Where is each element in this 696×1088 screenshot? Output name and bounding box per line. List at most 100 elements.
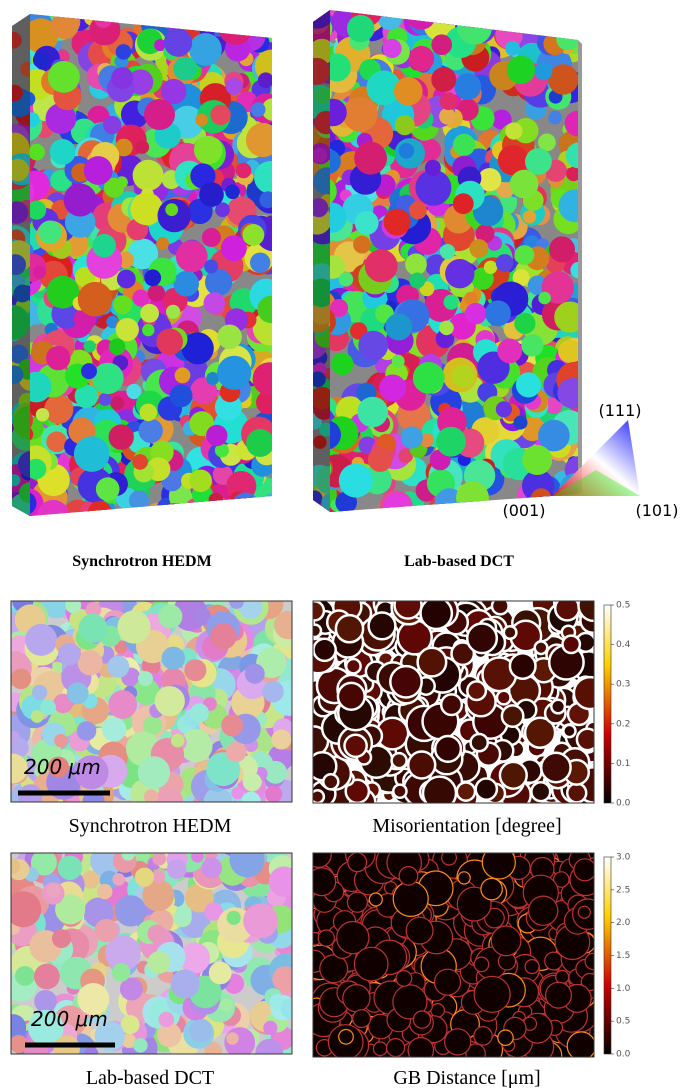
grain	[406, 917, 433, 944]
grain	[436, 427, 466, 457]
ipf-label: (101)	[635, 501, 678, 520]
grain	[567, 783, 586, 802]
grain	[476, 779, 497, 800]
grain	[272, 966, 298, 992]
grain	[243, 224, 265, 246]
grain	[393, 785, 406, 798]
colorbar	[604, 605, 611, 803]
grain	[469, 239, 488, 258]
grain	[408, 1038, 433, 1063]
grain	[199, 182, 224, 207]
grain	[52, 929, 71, 948]
grain	[485, 505, 500, 520]
grain	[122, 848, 135, 861]
grain	[557, 378, 588, 409]
grain	[253, 362, 286, 395]
grain	[189, 1019, 212, 1042]
grain	[221, 235, 247, 261]
grain	[320, 955, 348, 983]
grain	[377, 5, 402, 30]
grain	[369, 613, 396, 640]
colorbar-tick-label: 0.2	[616, 719, 630, 729]
grain	[109, 338, 126, 355]
grain	[358, 331, 388, 361]
grain	[152, 852, 166, 866]
grain	[314, 639, 336, 661]
grain	[435, 736, 461, 762]
grain	[28, 144, 45, 161]
grain	[524, 7, 546, 29]
grain	[209, 962, 232, 985]
grain	[318, 930, 334, 946]
grain	[574, 859, 596, 881]
grain	[336, 615, 363, 642]
grain	[409, 201, 427, 219]
grain	[225, 185, 240, 200]
grain	[418, 648, 447, 677]
grain	[510, 170, 539, 199]
grain	[64, 184, 97, 217]
grain	[167, 859, 187, 879]
grain	[401, 426, 423, 448]
box-side-shade	[313, 10, 330, 512]
grain	[396, 971, 412, 987]
grain	[399, 143, 415, 159]
grain	[180, 7, 195, 22]
grain	[379, 375, 406, 402]
grain	[239, 595, 263, 619]
grain	[74, 436, 110, 472]
grain	[394, 77, 423, 106]
panel-title: Synchrotron HEDM	[72, 553, 211, 570]
grain	[387, 1039, 405, 1057]
grain	[243, 773, 262, 792]
grain	[36, 408, 49, 421]
grain	[457, 10, 492, 45]
grain	[354, 947, 388, 981]
grain	[548, 7, 561, 20]
grain-map	[299, 0, 594, 527]
grain	[497, 339, 522, 364]
grain	[139, 419, 163, 443]
grain	[406, 0, 435, 29]
grain	[117, 270, 136, 289]
grain	[409, 46, 434, 71]
grain	[343, 97, 378, 132]
grain	[46, 431, 67, 452]
grain	[348, 853, 367, 872]
grain	[58, 643, 81, 666]
grain	[176, 241, 208, 273]
grain	[135, 868, 154, 887]
grain	[109, 424, 134, 449]
grain	[33, 266, 46, 279]
grain	[182, 0, 212, 30]
grain	[510, 653, 536, 679]
grain	[65, 597, 81, 613]
grain	[165, 203, 178, 216]
grain	[444, 295, 459, 310]
grain	[112, 873, 125, 886]
grain	[263, 494, 281, 512]
grain	[546, 982, 572, 1008]
grain	[10, 1035, 28, 1053]
grain	[445, 1029, 471, 1055]
grain	[243, 904, 278, 939]
grain	[173, 271, 199, 297]
grain	[485, 300, 511, 326]
grain	[219, 998, 233, 1012]
grain	[474, 976, 510, 1012]
grain	[92, 234, 116, 258]
grain	[365, 249, 398, 282]
grain	[202, 228, 221, 247]
grain	[339, 272, 353, 286]
grain	[186, 6, 206, 26]
grain	[496, 254, 514, 272]
colorbar-tick-label: 2.0	[616, 918, 631, 928]
grain	[563, 636, 580, 653]
grain	[555, 596, 579, 620]
grain	[212, 0, 247, 35]
figure: (111) (001) (101) Synchrotron HEDM Lab-b…	[0, 0, 696, 1088]
grain	[148, 925, 167, 944]
caption: GB Distance [μm]	[393, 1067, 540, 1088]
grain	[206, 425, 227, 446]
grain	[440, 244, 455, 259]
